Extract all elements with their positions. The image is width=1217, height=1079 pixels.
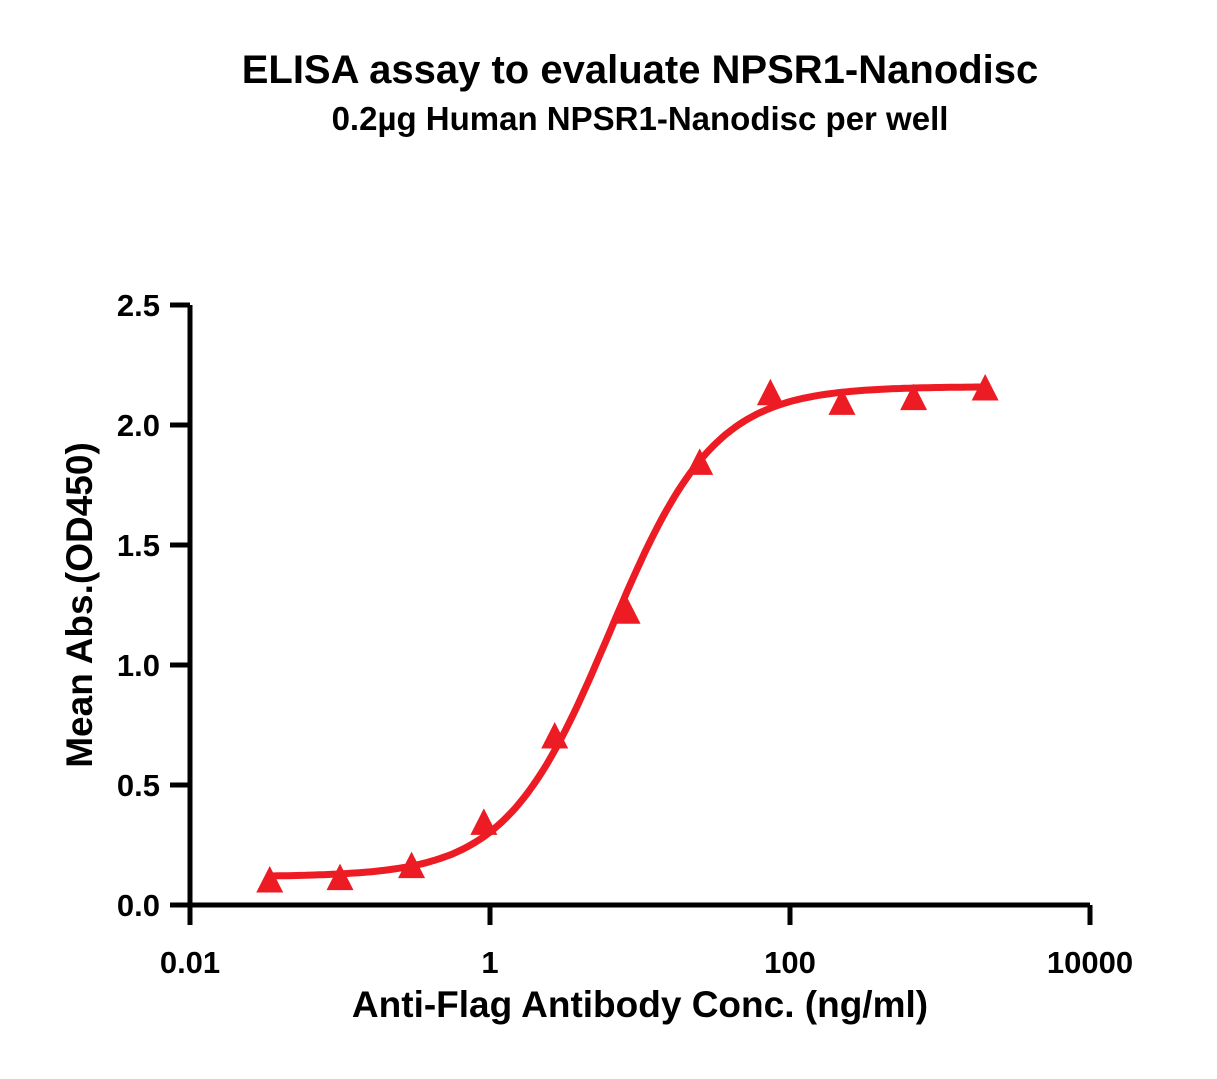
data-point-marker xyxy=(971,374,999,401)
data-point-marker xyxy=(326,863,354,891)
data-point-marker xyxy=(470,808,498,835)
data-point-marker xyxy=(756,378,784,406)
dose-response-curve xyxy=(266,383,989,880)
chart-subtitle: 0.2µg Human NPSR1-Nanodisc per well xyxy=(331,100,949,137)
data-point-marker xyxy=(686,448,714,475)
data-point-marker xyxy=(613,597,641,624)
y-tick-label: 1.0 xyxy=(117,648,160,683)
y-tick-label: 2.0 xyxy=(117,408,160,443)
x-tick-label: 100 xyxy=(764,945,816,980)
x-axis-label: Anti-Flag Antibody Conc. (ng/ml) xyxy=(351,984,929,1025)
chart-title: ELISA assay to evaluate NPSR1-Nanodisc xyxy=(241,48,1039,92)
y-tick-label: 2.5 xyxy=(117,288,160,323)
y-tick-label: 1.5 xyxy=(117,528,160,563)
x-tick-label: 1 xyxy=(481,945,498,980)
x-tick-label: 10000 xyxy=(1047,945,1133,980)
data-point-marker xyxy=(398,851,426,879)
y-tick-label: 0.0 xyxy=(117,888,160,923)
data-point-marker xyxy=(541,722,569,749)
y-tick-label: 0.5 xyxy=(117,768,160,803)
data-point-marker xyxy=(900,383,928,411)
x-tick-label: 0.01 xyxy=(160,945,220,980)
data-point-marker xyxy=(828,388,856,415)
data-point-marker xyxy=(256,866,284,893)
